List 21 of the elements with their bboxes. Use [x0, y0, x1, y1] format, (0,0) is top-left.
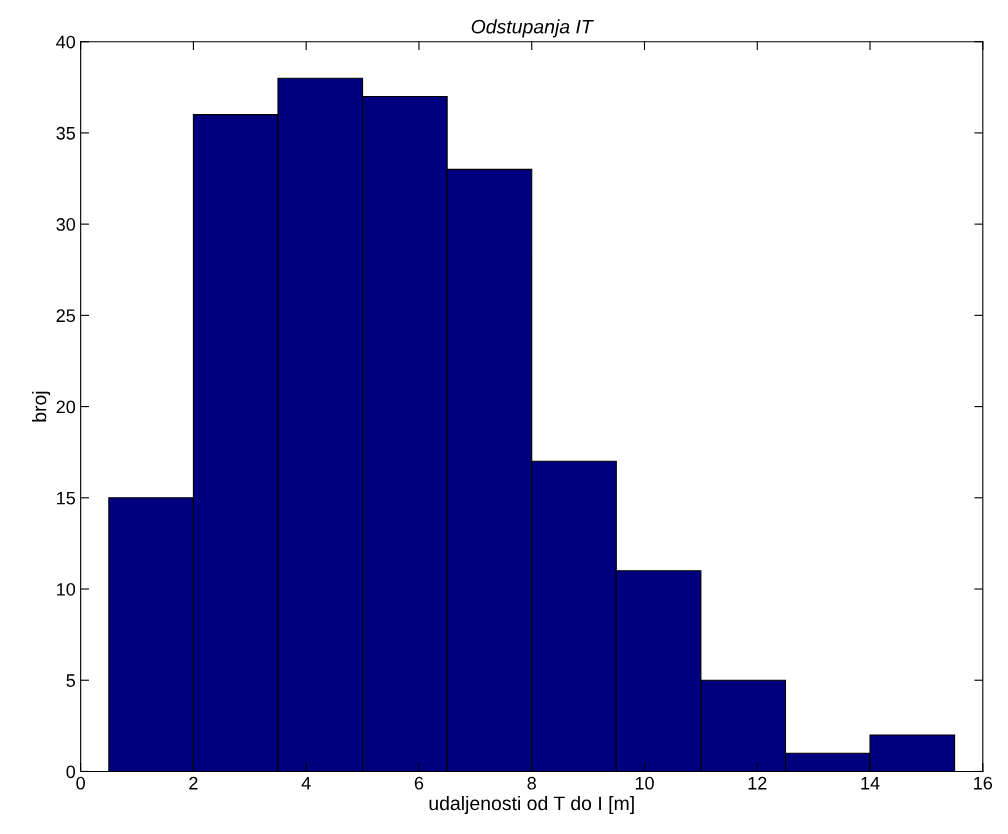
y-tick-label: 35: [56, 126, 76, 140]
x-tick-label: 12: [748, 776, 767, 790]
x-tick-label: 10: [635, 776, 654, 790]
chart-title: Odstupanja IT: [471, 19, 594, 38]
x-tick-label: 4: [301, 776, 311, 790]
x-tick-label: 0: [76, 776, 85, 790]
y-tick-label: 10: [57, 582, 76, 596]
x-axis-title: udaljenosti od T do I [m]: [429, 795, 634, 815]
y-tick-label: 20: [56, 400, 76, 414]
x-tick-label: 8: [527, 776, 536, 790]
x-tick-label: 16: [974, 776, 993, 790]
y-axis-title: broj: [32, 391, 51, 422]
x-tick-label: 2: [189, 776, 198, 790]
x-tick-label: 14: [861, 776, 880, 790]
y-tick-label: 40: [56, 35, 76, 49]
y-tick-label: 30: [56, 218, 76, 231]
y-tick-label: 5: [66, 674, 76, 687]
y-tick-label: 25: [56, 309, 76, 323]
y-tick-label: 15: [57, 491, 76, 505]
x-tick-label: 6: [414, 776, 424, 790]
y-tick-label: 0: [66, 765, 76, 779]
